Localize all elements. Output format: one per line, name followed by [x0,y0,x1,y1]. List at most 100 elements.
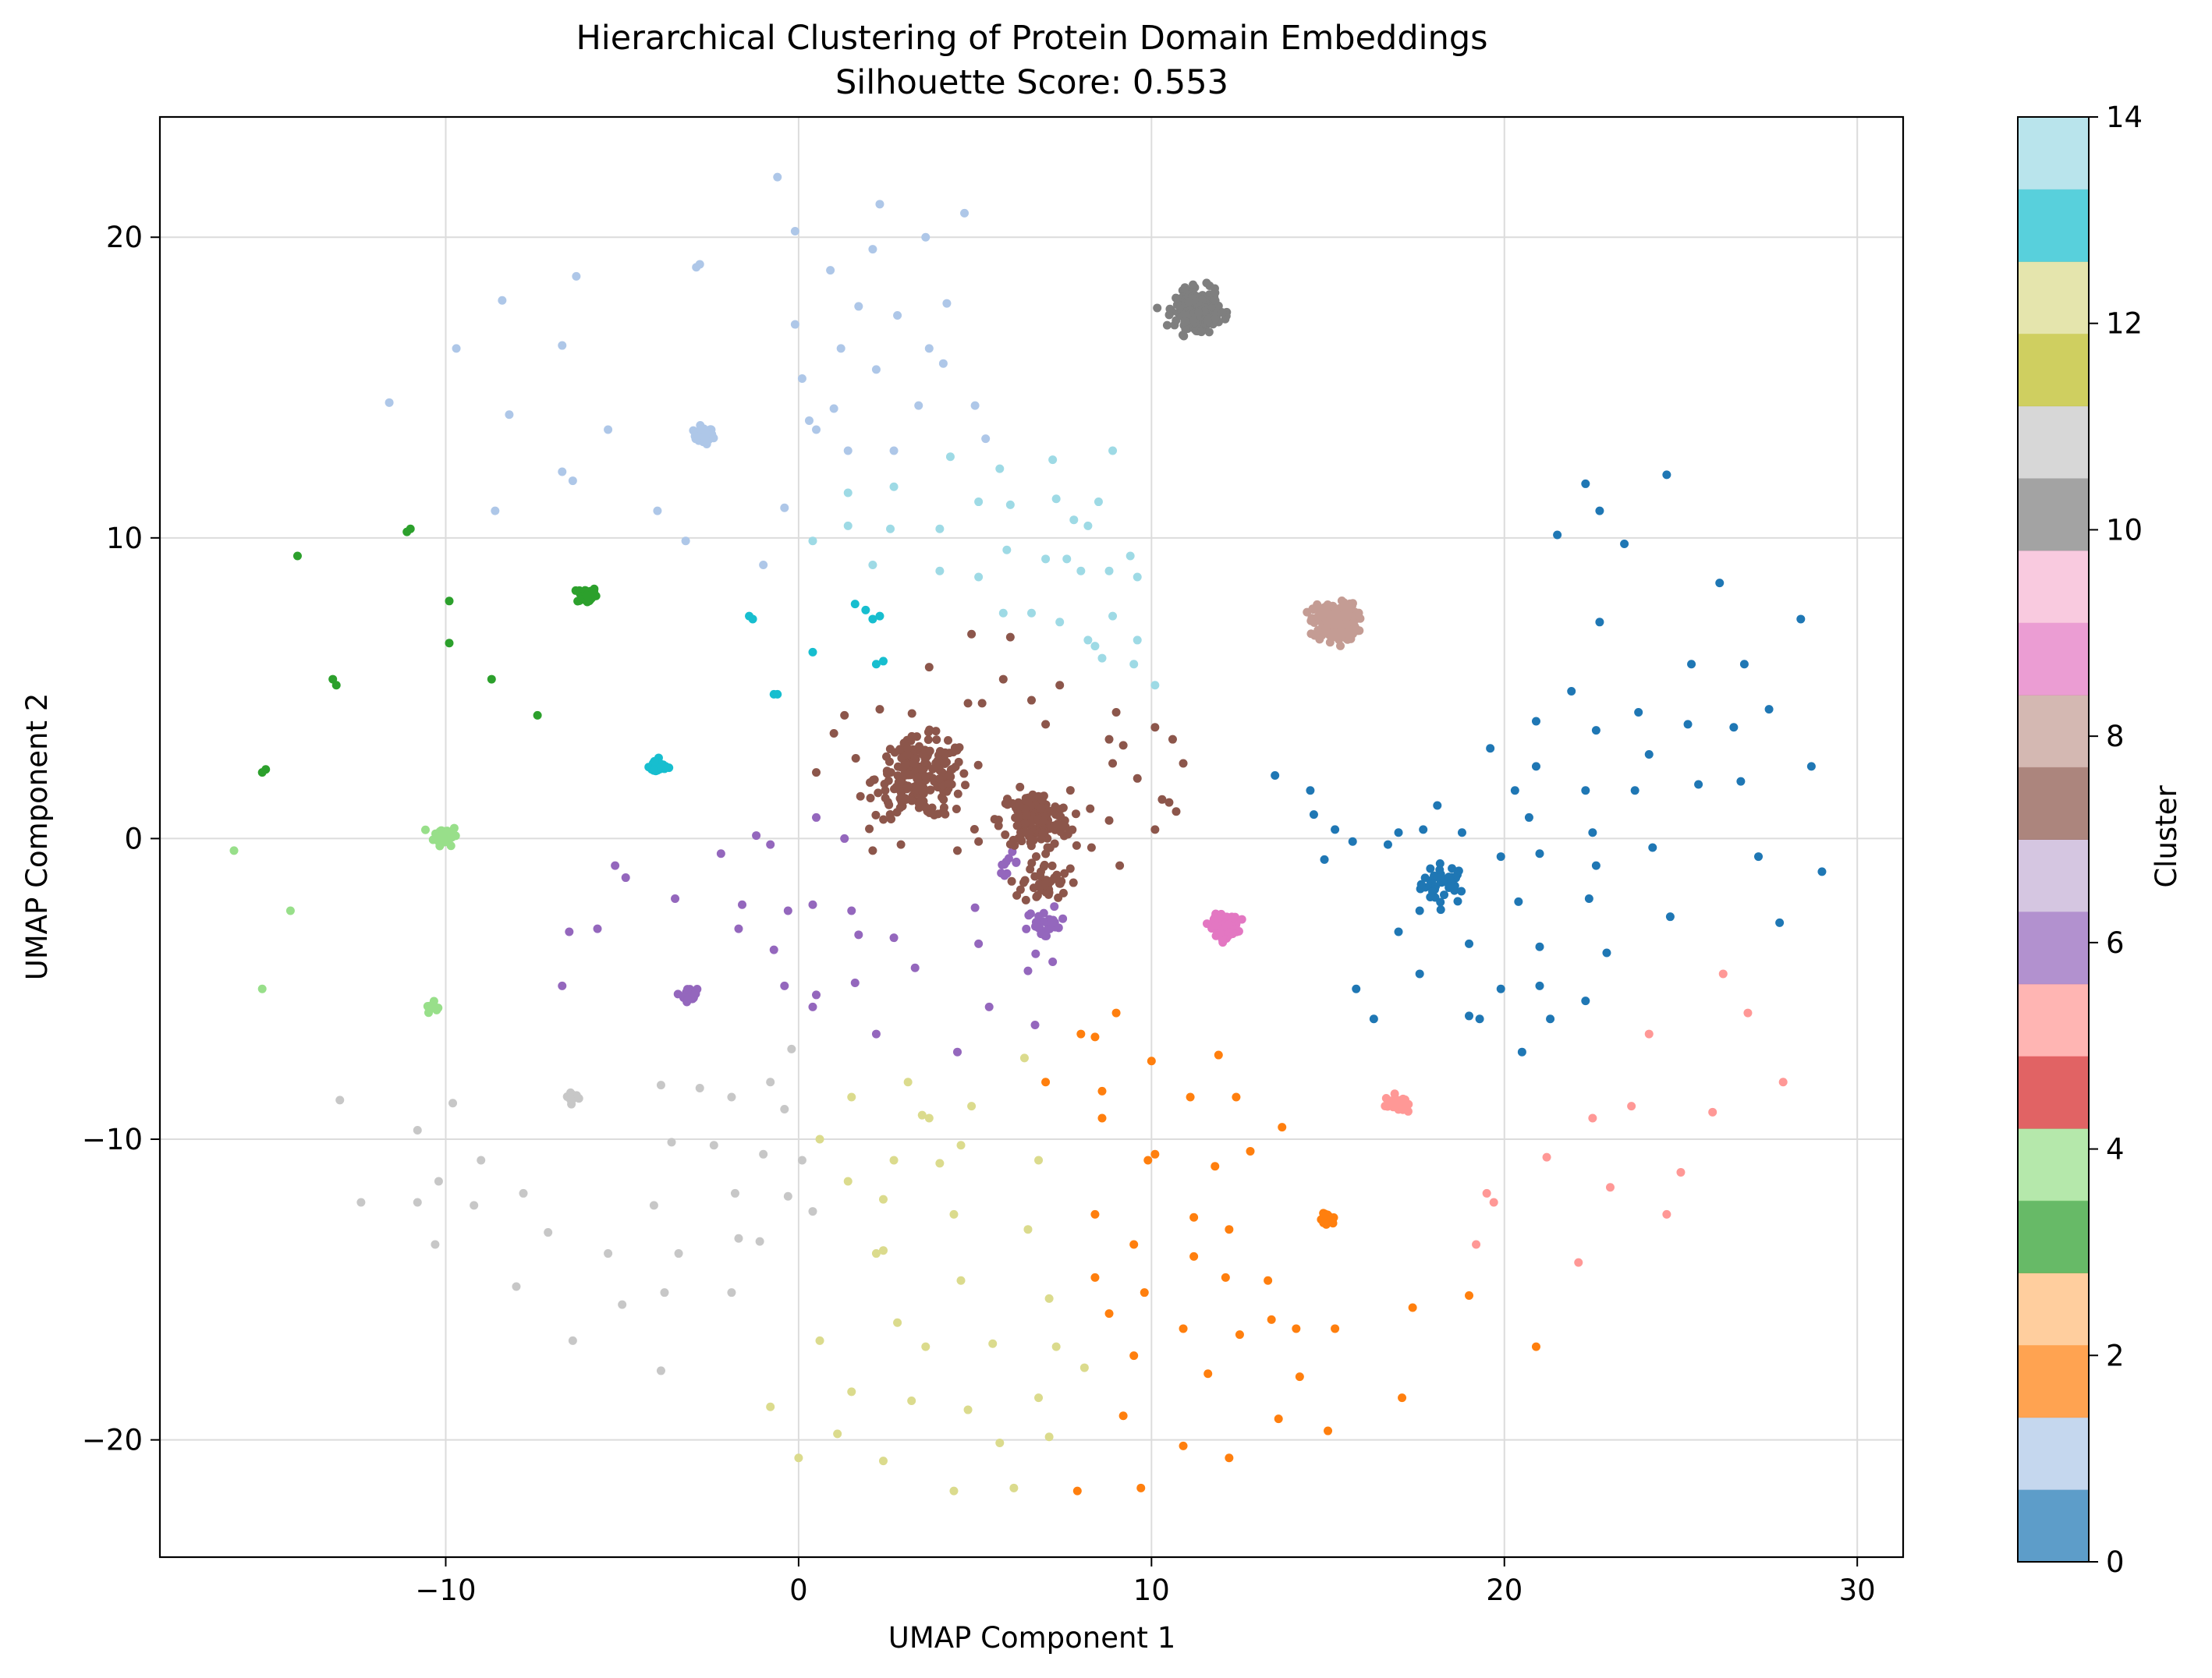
data-point [981,434,991,444]
data-point [671,894,680,904]
data-point [1644,749,1654,759]
data-point [780,503,789,512]
data-point [1108,611,1118,621]
data-point [1168,735,1177,744]
data-point [1020,819,1030,828]
data-point [1147,1057,1156,1066]
data-point [952,804,961,813]
data-point [1306,786,1315,795]
data-point [1056,805,1065,814]
data-point [1108,759,1118,768]
data-point [783,1191,792,1201]
data-point [1648,843,1657,852]
data-point [1050,902,1059,912]
data-point [893,1318,902,1327]
data-point [1044,925,1053,934]
data-point [878,1246,888,1255]
data-point [1446,882,1455,891]
cluster-7-series [1381,969,1788,1267]
data-point [881,786,890,795]
colorbar-segment [2018,1417,2089,1490]
data-point [923,735,933,745]
data-point [1605,1183,1615,1192]
colorbar-tick-label: 10 [2106,513,2143,547]
data-point [1271,770,1280,780]
colorbar-segment [2018,1273,2089,1346]
data-point [882,752,892,761]
data-point [941,809,950,819]
data-point [696,425,705,434]
cluster-14-series [1153,278,1232,341]
data-point [759,561,768,570]
data-point [1398,1105,1408,1114]
data-point [910,963,920,972]
data-point [1634,707,1643,717]
data-point [1023,798,1033,807]
data-point [952,1047,962,1057]
data-point [903,781,913,791]
data-point [656,1366,665,1375]
data-point [1050,918,1059,927]
data-point [921,772,931,781]
data-point [1065,786,1075,795]
data-point [874,788,883,798]
data-point [924,663,934,672]
data-point [889,933,899,943]
data-point [1090,642,1100,651]
data-point [808,647,817,657]
data-point [653,506,662,515]
data-point [1567,686,1576,696]
data-point [797,1156,806,1165]
data-point [1179,1441,1188,1450]
data-point [790,227,799,236]
data-point [587,589,597,598]
y-tick-label: 10 [106,522,143,555]
data-point [1041,554,1051,564]
data-point [1574,1258,1583,1267]
data-point [988,1339,998,1348]
data-point [1211,314,1220,324]
data-point [998,608,1008,618]
data-point [1104,566,1114,575]
data-point [917,1110,927,1120]
data-point [1036,871,1045,880]
data-point [952,846,962,855]
data-point [1214,914,1223,923]
data-point [901,795,910,805]
data-point [1433,801,1442,810]
data-point [1482,1188,1491,1198]
data-point [1806,762,1816,771]
y-axis-label: UMAP Component 2 [20,693,54,981]
data-point [766,840,775,849]
data-point [938,359,948,368]
data-point [1179,331,1189,341]
data-point [1012,890,1022,900]
data-point [884,800,894,809]
data-point [1164,798,1174,807]
data-point [1687,660,1696,669]
data-point [1535,981,1544,990]
data-point [1436,905,1445,915]
data-point [568,476,577,486]
data-point [1034,1393,1044,1403]
data-point [683,995,693,1004]
data-point [956,1276,966,1285]
data-point [477,1156,486,1165]
data-point [847,1092,856,1102]
data-point [445,597,454,606]
data-point [1215,929,1225,938]
data-point [926,785,935,795]
data-point [431,829,441,838]
data-point [1001,830,1010,840]
data-point [356,1198,366,1207]
data-point [1338,611,1348,620]
data-point [1072,1486,1082,1496]
data-point [843,1177,853,1186]
data-point [1150,1149,1160,1159]
data-point [285,906,295,915]
data-point [1496,852,1505,862]
data-point [1595,506,1604,515]
data-point [868,561,877,570]
data-point [1005,632,1015,642]
